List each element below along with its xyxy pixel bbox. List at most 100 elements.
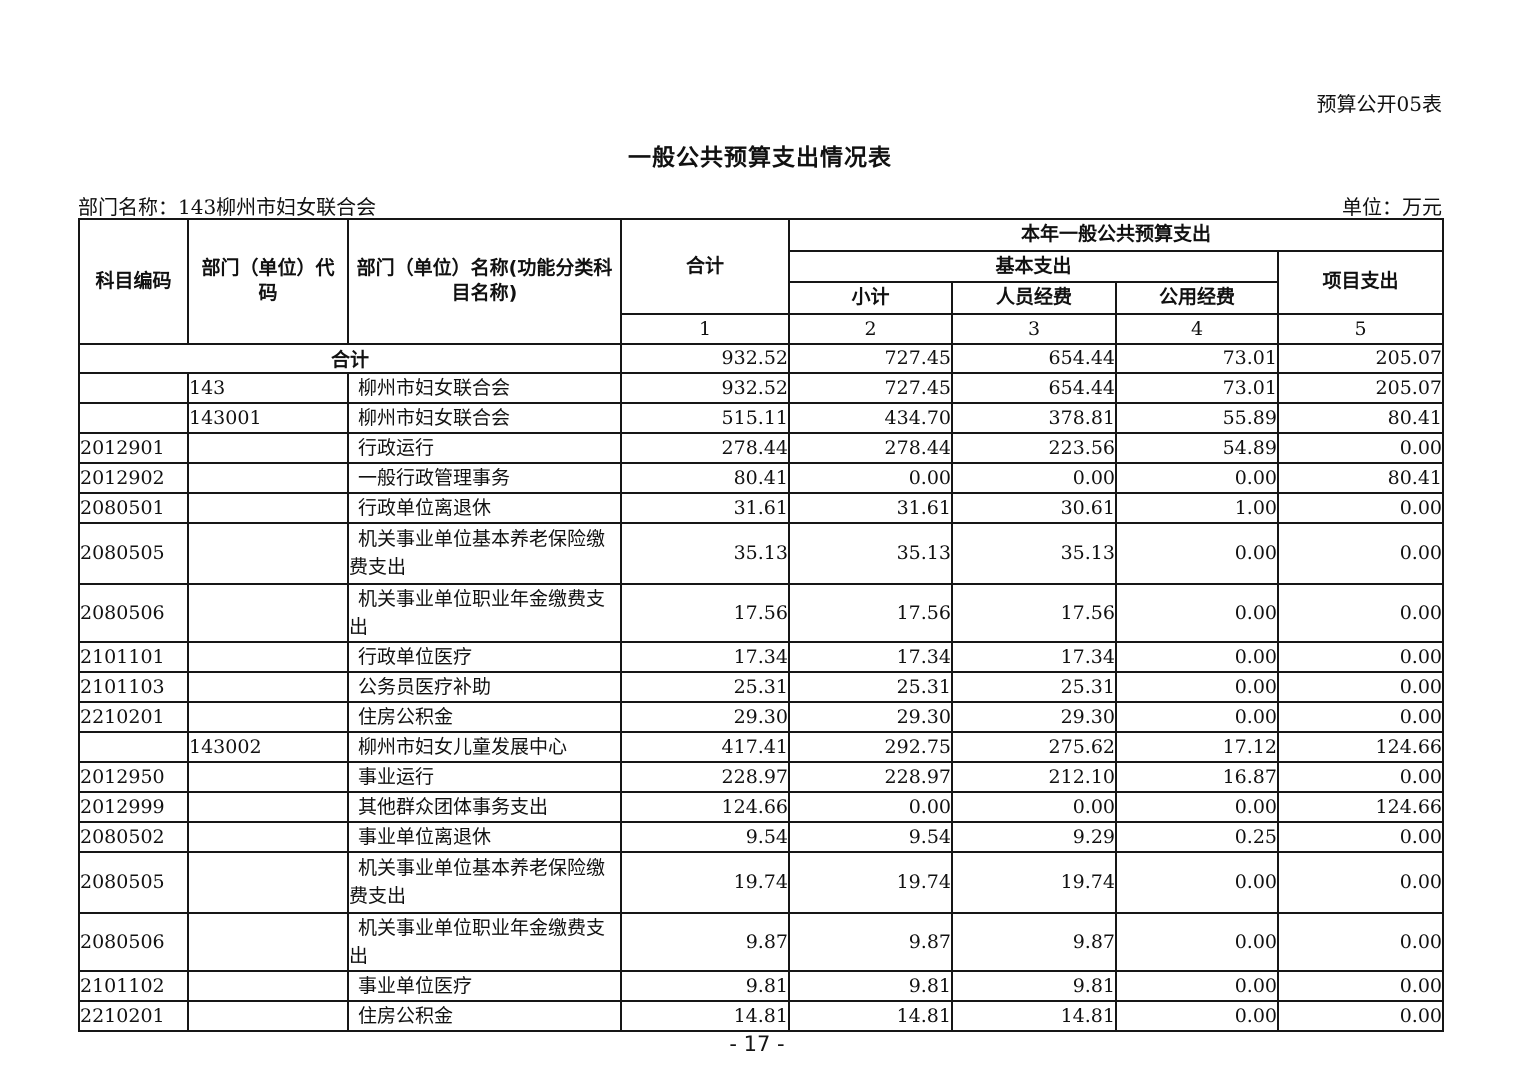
value-cell-1: 29.30 — [620, 700, 790, 733]
dept-code-cell — [187, 431, 349, 464]
subject-code-cell: 2080506 — [78, 911, 189, 972]
value-cell-1: 515.11 — [620, 401, 790, 434]
dept-code-cell — [187, 969, 349, 1002]
subject-code-cell: 2080506 — [78, 582, 189, 643]
value-cell-4: 73.01 — [1115, 371, 1279, 404]
table-row: 143001 柳州市妇女联合会 515.11 434.70 378.81 55.89 80.… — [78, 401, 1445, 434]
dept-name-cell: 柳州市妇女儿童发展中心 — [347, 730, 622, 763]
value-cell-5: 0.00 — [1276, 521, 1445, 585]
value-cell-4: 0.00 — [1115, 850, 1279, 914]
value-cell-3: 9.29 — [951, 820, 1117, 853]
budget-table: 科目编码 部门（单位）代码 部门（单位）名称(功能分类科目名称) 合计 本年一般… — [78, 218, 1445, 1032]
value-cell-5: 0.00 — [1276, 760, 1445, 793]
table-row: 2080502 事业单位离退休 9.54 9.54 9.29 0.25 0.00 — [78, 820, 1445, 853]
dept-name-cell: 机关事业单位职业年金缴费支出 — [347, 911, 622, 972]
dept-name-cell: 事业运行 — [347, 760, 622, 793]
table-row: 2012950 事业运行 228.97 228.97 212.10 16.87 0.00 — [78, 760, 1445, 793]
value-cell-1: 278.44 — [620, 431, 790, 464]
subject-code-cell: 2210201 — [78, 700, 189, 733]
table-row: 2012999 其他群众团体事务支出 124.66 0.00 0.00 0.00 124.6… — [78, 790, 1445, 823]
dept-code-cell — [187, 670, 349, 703]
dept-code-cell — [187, 700, 349, 733]
dept-name-cell: 事业单位离退休 — [347, 820, 622, 853]
dept-code-cell — [187, 999, 349, 1032]
value-cell-2: 0.00 — [788, 790, 953, 823]
table-row: 2080505 机关事业单位基本养老保险缴费支出 35.13 35.13 35.13 0.… — [78, 521, 1445, 585]
dept-code-cell — [187, 760, 349, 793]
value-cell-2: 17.34 — [788, 640, 953, 673]
table-row: 2080501 行政单位离退休 31.61 31.61 30.61 1.00 0.00 — [78, 491, 1445, 524]
value-cell-1: 31.61 — [620, 491, 790, 524]
value-cell-2: 19.74 — [788, 850, 953, 914]
header-personnel-funds: 人员经费 — [951, 281, 1117, 315]
value-cell-4: 0.00 — [1115, 790, 1279, 823]
value-cell-2: 278.44 — [788, 431, 953, 464]
dept-name-cell: 住房公积金 — [347, 999, 622, 1032]
dept-name-cell: 其他群众团体事务支出 — [347, 790, 622, 823]
dept-name-cell: 机关事业单位基本养老保险缴费支出 — [347, 850, 622, 914]
dept-name-cell: 机关事业单位基本养老保险缴费支出 — [347, 521, 622, 585]
dept-code-cell: 143 — [187, 371, 349, 404]
table-row: 2080506 机关事业单位职业年金缴费支出 17.56 17.56 17.56 0.00… — [78, 582, 1445, 643]
value-cell-3: 9.87 — [951, 911, 1117, 972]
table-row: 2012902 一般行政管理事务 80.41 0.00 0.00 0.00 80.41 — [78, 461, 1445, 494]
dept-name-cell: 公务员医疗补助 — [347, 670, 622, 703]
dept-name-cell: 柳州市妇女联合会 — [347, 401, 622, 434]
unit-label: 单位：万元 — [1342, 195, 1442, 219]
dept-name-cell: 住房公积金 — [347, 700, 622, 733]
value-cell-2: 0.00 — [788, 461, 953, 494]
value-cell-3: 212.10 — [951, 760, 1117, 793]
subject-code-cell: 2012950 — [78, 760, 189, 793]
subject-code-cell: 2012999 — [78, 790, 189, 823]
subject-code-cell: 2101103 — [78, 670, 189, 703]
value-cell-4: 0.00 — [1115, 911, 1279, 972]
dept-name-cell: 柳州市妇女联合会 — [347, 371, 622, 404]
value-cell-5: 0.00 — [1276, 670, 1445, 703]
header-public-funds: 公用经费 — [1115, 281, 1279, 315]
value-cell-4: 1.00 — [1115, 491, 1279, 524]
dept-code-cell — [187, 491, 349, 524]
header-current-year-budget: 本年一般公共预算支出 — [787, 218, 1445, 252]
dept-code-cell — [187, 911, 349, 972]
value-cell-5: 0.00 — [1276, 850, 1445, 914]
header-dept-code: 部门（单位）代码 — [187, 218, 349, 345]
subject-code-cell: 2080505 — [78, 850, 189, 914]
value-cell-4: 0.25 — [1115, 820, 1279, 853]
subject-code-cell: 2080502 — [78, 820, 189, 853]
dept-name-cell: 行政运行 — [347, 431, 622, 464]
value-cell-3: 0.00 — [951, 790, 1117, 823]
subject-code-cell — [78, 401, 189, 434]
column-number-5: 5 — [1276, 312, 1445, 345]
value-cell-5: 0.00 — [1276, 431, 1445, 464]
dept-name-cell: 事业单位医疗 — [347, 969, 622, 1002]
header-column-numbers: 1 2 3 4 5 — [79, 312, 1445, 345]
column-number-2: 2 — [788, 312, 953, 345]
value-cell-2: 25.31 — [788, 670, 953, 703]
header-basic-expenditure: 基本支出 — [788, 249, 1279, 284]
grand-total-value-1: 932.52 — [620, 342, 790, 374]
value-cell-5: 124.66 — [1276, 790, 1445, 823]
table-row: 2080506 机关事业单位职业年金缴费支出 9.87 9.87 9.87 0.00 0.0… — [78, 911, 1445, 972]
meta-row: 部门名称：143柳州市妇女联合会 单位：万元 — [78, 191, 1442, 220]
value-cell-5: 80.41 — [1276, 461, 1445, 494]
dept-code-cell — [187, 640, 349, 673]
value-cell-5: 0.00 — [1276, 491, 1445, 524]
header-total: 合计 — [620, 218, 790, 315]
value-cell-2: 9.54 — [788, 820, 953, 853]
value-cell-1: 14.81 — [620, 999, 790, 1032]
table-row: 2210201 住房公积金 14.81 14.81 14.81 0.00 0.00 — [78, 999, 1445, 1032]
table-row: 143002 柳州市妇女儿童发展中心 417.41 292.75 275.62 17.12… — [78, 730, 1445, 763]
value-cell-1: 9.54 — [620, 820, 790, 853]
dept-name-cell: 行政单位医疗 — [347, 640, 622, 673]
table-row: 2101103 公务员医疗补助 25.31 25.31 25.31 0.00 0.00 — [78, 670, 1445, 703]
value-cell-5: 0.00 — [1276, 969, 1445, 1002]
subject-code-cell: 2080505 — [78, 521, 189, 585]
value-cell-4: 0.00 — [1115, 700, 1279, 733]
value-cell-4: 0.00 — [1115, 521, 1279, 585]
value-cell-2: 14.81 — [788, 999, 953, 1032]
value-cell-4: 0.00 — [1115, 461, 1279, 494]
header-project-expenditure: 项目支出 — [1276, 249, 1445, 315]
value-cell-5: 0.00 — [1276, 911, 1445, 972]
value-cell-2: 29.30 — [788, 700, 953, 733]
